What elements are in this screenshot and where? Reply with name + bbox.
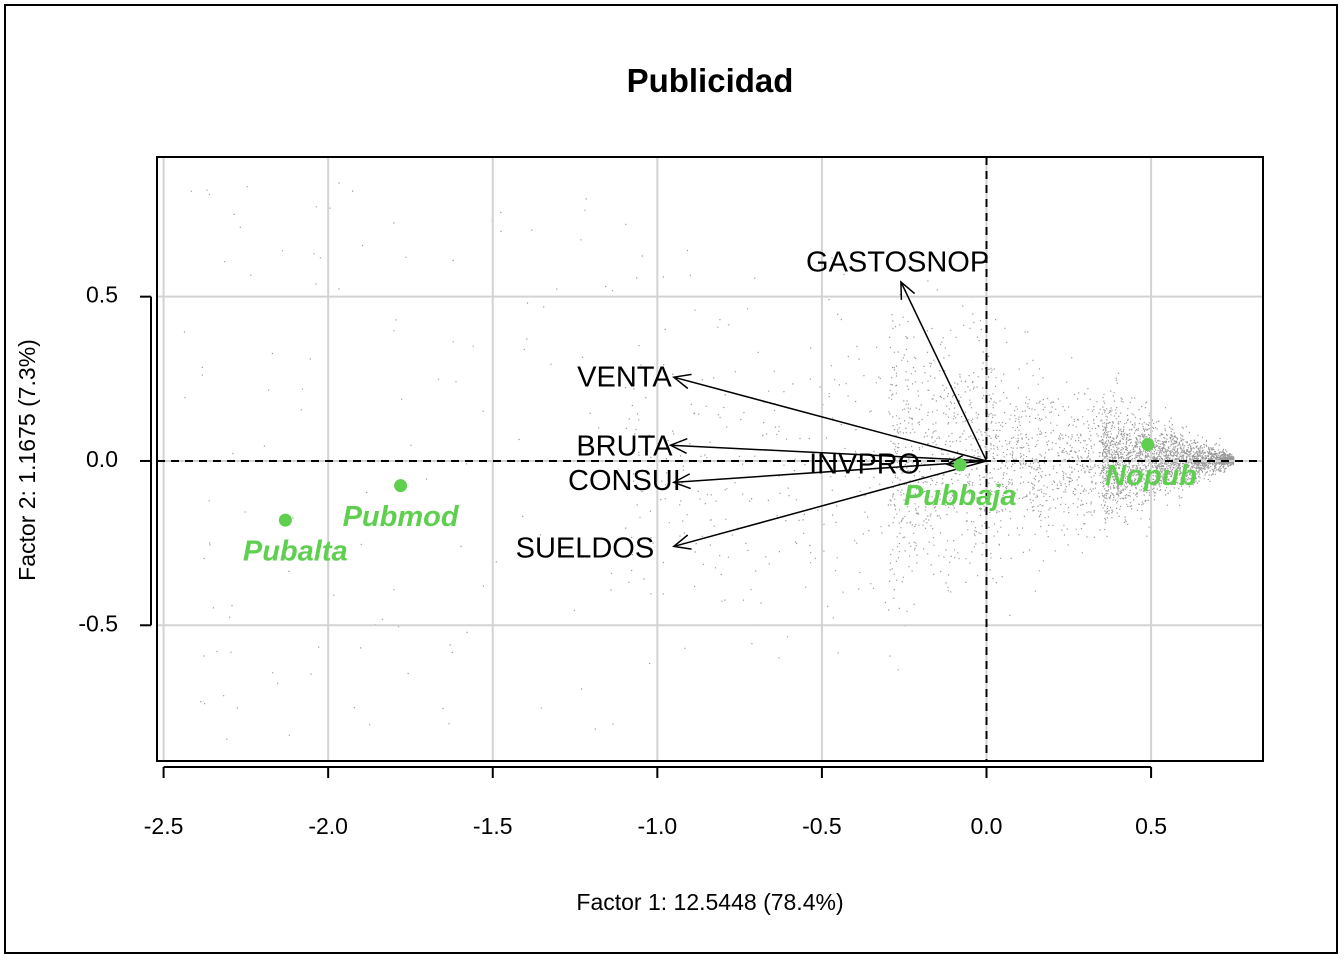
arrow-head-venta bbox=[672, 373, 692, 390]
arrow-head-consui bbox=[671, 473, 691, 490]
x-tick-label: -2.0 bbox=[308, 813, 348, 839]
y-axis: -0.5 0.0 0.5 bbox=[78, 282, 152, 636]
plot-area bbox=[156, 156, 1264, 762]
category-label-pubbaja: Pubbaja bbox=[904, 480, 1017, 512]
x-tick-label: -1.0 bbox=[638, 813, 678, 839]
x-tick-label: 0.5 bbox=[1135, 813, 1167, 839]
arrow-consui bbox=[673, 460, 987, 484]
variable-label-invpro: INVPRO bbox=[809, 449, 920, 481]
variable-label-venta: VENTA bbox=[577, 361, 672, 393]
x-tick-label: 0.0 bbox=[971, 813, 1003, 839]
category-label-pubalta: Pubalta bbox=[243, 536, 348, 568]
variable-label-consui: CONSUI bbox=[568, 465, 681, 497]
y-tick-label: 0.5 bbox=[86, 282, 118, 308]
x-tick-label: -1.5 bbox=[473, 813, 513, 839]
y-tick-label: 0.0 bbox=[86, 446, 118, 472]
y-tick-label: -0.5 bbox=[78, 610, 118, 636]
grid bbox=[157, 157, 1263, 761]
x-axis: -2.5 -2.0 -1.5 -1.0 -0.5 0.0 0.5 bbox=[144, 766, 1167, 839]
reference-lines bbox=[157, 157, 1263, 761]
y-axis-label: Factor 2: 1.1675 (7.3%) bbox=[14, 339, 40, 581]
variable-label-sueldos: SUELDOS bbox=[516, 532, 655, 564]
variable-label-bruta: BRUTA bbox=[576, 430, 673, 462]
arrow-venta bbox=[673, 376, 987, 462]
category-point-nopub bbox=[1141, 438, 1155, 452]
category-label-nopub: Nopub bbox=[1105, 460, 1197, 492]
arrow-head-bruta bbox=[668, 437, 688, 455]
arrow-head-gastosnop bbox=[900, 280, 916, 300]
arrow-head-sueldos bbox=[672, 534, 692, 550]
arrow-invpro bbox=[946, 460, 987, 466]
category-label-pubmod: Pubmod bbox=[343, 501, 460, 533]
x-tick-label: -0.5 bbox=[802, 813, 842, 839]
category-point-pubalta bbox=[278, 513, 292, 527]
x-axis-label: Factor 1: 12.5448 (78.4%) bbox=[576, 889, 843, 915]
variable-label-gastosnop: GASTOSNOP bbox=[806, 246, 989, 278]
arrow-sueldos bbox=[673, 460, 987, 548]
x-tick-label: -2.5 bbox=[144, 813, 184, 839]
arrow-gastosnop bbox=[900, 281, 988, 462]
arrow-bruta bbox=[670, 444, 987, 462]
category-point-pubmod bbox=[394, 479, 408, 493]
chart-title: Publicidad bbox=[627, 62, 794, 99]
category-point-pubbaja bbox=[953, 458, 967, 472]
